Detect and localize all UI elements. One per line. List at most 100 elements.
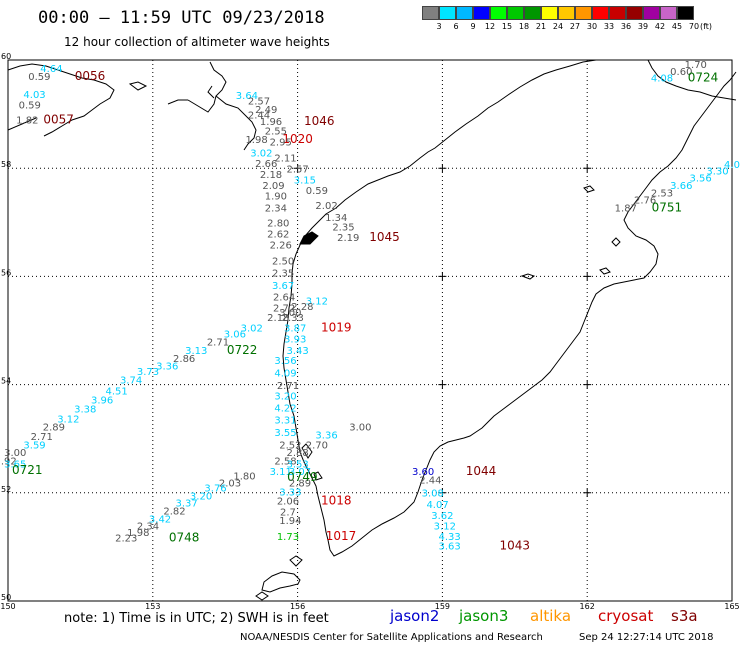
swh-value-label: 1.34 <box>325 213 347 224</box>
swh-value-label: 2.55 <box>265 127 287 138</box>
colorbar-label: 39 <box>637 22 649 31</box>
colorbar-swatch <box>524 6 541 20</box>
grid-cross-tick <box>583 272 592 281</box>
okhotsk-north-coast <box>7 63 115 137</box>
swh-value-label: 3.36 <box>315 431 337 442</box>
colorbar-label: 33 <box>603 22 615 31</box>
swh-value-label: 2.52 <box>279 440 301 451</box>
swh-value-label: 3.31 <box>274 416 296 427</box>
colorbar-swatch <box>507 6 524 20</box>
swh-value-label: 2.64 <box>273 293 295 304</box>
grid-cross-tick <box>438 164 447 173</box>
swh-value-label: 3.38 <box>74 405 96 416</box>
colorbar-swatch <box>643 6 660 20</box>
island-3 <box>289 555 303 567</box>
colorbar-label: 9 <box>470 22 476 31</box>
pass-time-label: 0751 <box>652 200 683 214</box>
island-4 <box>520 273 536 280</box>
swh-value-label: 3.62 <box>431 511 453 522</box>
colorbar-label: 21 <box>535 22 547 31</box>
swh-value-label: 2.50 <box>272 256 294 267</box>
longitude-label: 165 <box>724 602 739 611</box>
swh-value-label: 2.80 <box>267 219 289 230</box>
legend-altika: altika <box>530 607 572 625</box>
island-9 <box>301 443 313 459</box>
swh-value-label: 1.90 <box>265 192 287 203</box>
legend-jason3: jason3 <box>459 607 509 625</box>
swh-value-label: 2.09 <box>262 181 284 192</box>
colorbar-swatch <box>490 6 507 20</box>
legend-s3a: s3a <box>671 607 698 625</box>
pass-time-label: 1044 <box>466 464 497 478</box>
pass-time-label: 0749 <box>287 470 318 484</box>
swh-value-label: 3.43 <box>286 346 308 357</box>
latitude-label: 50 <box>1 593 11 602</box>
swh-value-label: 2.71 <box>277 381 299 392</box>
latitude-label: 56 <box>1 268 11 277</box>
grid-cross-tick <box>438 488 447 497</box>
swh-value-label: 2.82 <box>163 506 185 517</box>
swh-value-label: 2.33 <box>282 313 304 324</box>
pass-time-label: 1019 <box>321 321 352 335</box>
colorbar-swatch <box>626 6 643 20</box>
colorbar-labels: 3 6 9 12 15 18 21 24 27 30 33 36 39 42 45 70 (ft) <box>422 22 740 34</box>
credit-line: NOAA/NESDIS Center for Satellite Applica… <box>240 632 543 643</box>
swh-value-label: 1.98 <box>127 528 149 539</box>
pass-time-label: 0721 <box>12 463 43 477</box>
swh-value-label: 3.00 <box>349 423 371 434</box>
swh-value-label: 2.44 <box>248 110 270 121</box>
swh-value-label: 2.70 <box>306 440 328 451</box>
colorbar-label: 24 <box>552 22 564 31</box>
swh-value-label: 2.28 <box>291 302 313 313</box>
shelikhov-coast <box>647 59 737 101</box>
colorbar-label: 18 <box>518 22 530 31</box>
swh-value-label: 3.64 <box>236 91 258 102</box>
colorbar-swatch <box>609 6 626 20</box>
colorbar-swatch <box>456 6 473 20</box>
colorbar-label: 36 <box>620 22 632 31</box>
colorbar-label: 30 <box>586 22 598 31</box>
swh-value-label: 4.64 <box>40 64 62 75</box>
swh-value-label: 2.71 <box>207 338 229 349</box>
swh-value-label: 4.33 <box>439 532 461 543</box>
swh-value-label: 1.80 <box>233 471 255 482</box>
swh-value-label: 4.07 <box>426 500 448 511</box>
swh-value-label: 2.18 <box>260 170 282 181</box>
swh-value-label: 4.08 <box>651 74 673 85</box>
pass-time-label: 0724 <box>688 71 719 85</box>
swh-value-label: 4.09 <box>274 368 296 379</box>
legend-cryosat: cryosat <box>598 607 654 625</box>
swh-value-label: 0.59 <box>19 101 41 112</box>
swh-value-label: 2.06 <box>277 497 299 508</box>
pass-time-label: 0722 <box>227 343 258 357</box>
colorbar-label: 45 <box>671 22 683 31</box>
swh-value-label: 2.72 <box>273 304 295 315</box>
swh-value-label: 2.18 <box>267 313 289 324</box>
swh-value-label: 2.57 <box>248 96 270 107</box>
swh-value-label: 4.0 <box>724 160 740 171</box>
swh-value-label: 2.26 <box>270 240 292 251</box>
colorbar-swatch <box>473 6 490 20</box>
swh-value-label: 2.71 <box>31 432 53 443</box>
colorbar-label: 70 <box>688 22 700 31</box>
swh-value-label: 3.20 <box>190 491 212 502</box>
swh-value-label: 2.88 <box>286 448 308 459</box>
island-12 <box>299 231 319 245</box>
grid-cross-tick <box>583 488 592 497</box>
swh-value-label: 4.51 <box>105 386 127 397</box>
pass-time-label: 1017 <box>326 529 357 543</box>
island-7 <box>128 81 148 91</box>
island-5 <box>599 267 611 275</box>
pass-time-label: 1018 <box>321 494 352 508</box>
colorbar-swatch <box>660 6 677 20</box>
footnote: note: 1) Time is in UTC; 2) SWH is in fe… <box>64 611 329 626</box>
swh-value-label: 3.63 <box>439 542 461 553</box>
swh-value-label: 3.07 <box>289 467 311 478</box>
swh-value-label: 3.00 <box>279 308 301 319</box>
swh-value-label: 1.73 <box>277 532 299 543</box>
swh-value-label: 2.86 <box>173 354 195 365</box>
swh-value-label: 2.89 <box>43 423 65 434</box>
swh-value-label: 2.34 <box>137 522 159 533</box>
swh-value-label: 1.96 <box>260 117 282 128</box>
colorbar-swatch <box>575 6 592 20</box>
